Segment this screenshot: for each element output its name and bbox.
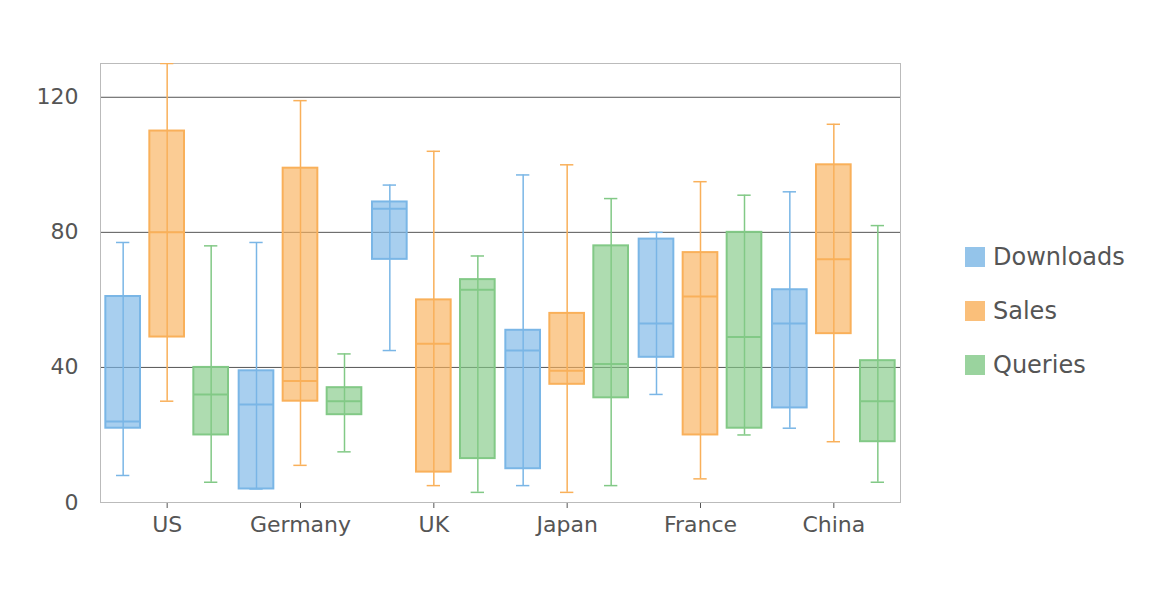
svg-text:France: France bbox=[664, 512, 737, 537]
html-text:Queries: Queries bbox=[993, 351, 1086, 379]
svg-text:120: 120 bbox=[37, 84, 79, 109]
html-text:Downloads: Downloads bbox=[993, 243, 1125, 271]
svg-text:China: China bbox=[802, 512, 865, 537]
svg-text:Germany: Germany bbox=[250, 512, 351, 537]
svg-text:40: 40 bbox=[51, 354, 79, 379]
svg-text:US: US bbox=[152, 512, 182, 537]
svg-text:80: 80 bbox=[51, 219, 79, 244]
svg-text:UK: UK bbox=[419, 512, 450, 537]
svg-text:Japan: Japan bbox=[534, 512, 597, 537]
html-text:Sales: Sales bbox=[993, 297, 1057, 325]
svg-text:0: 0 bbox=[65, 490, 79, 515]
